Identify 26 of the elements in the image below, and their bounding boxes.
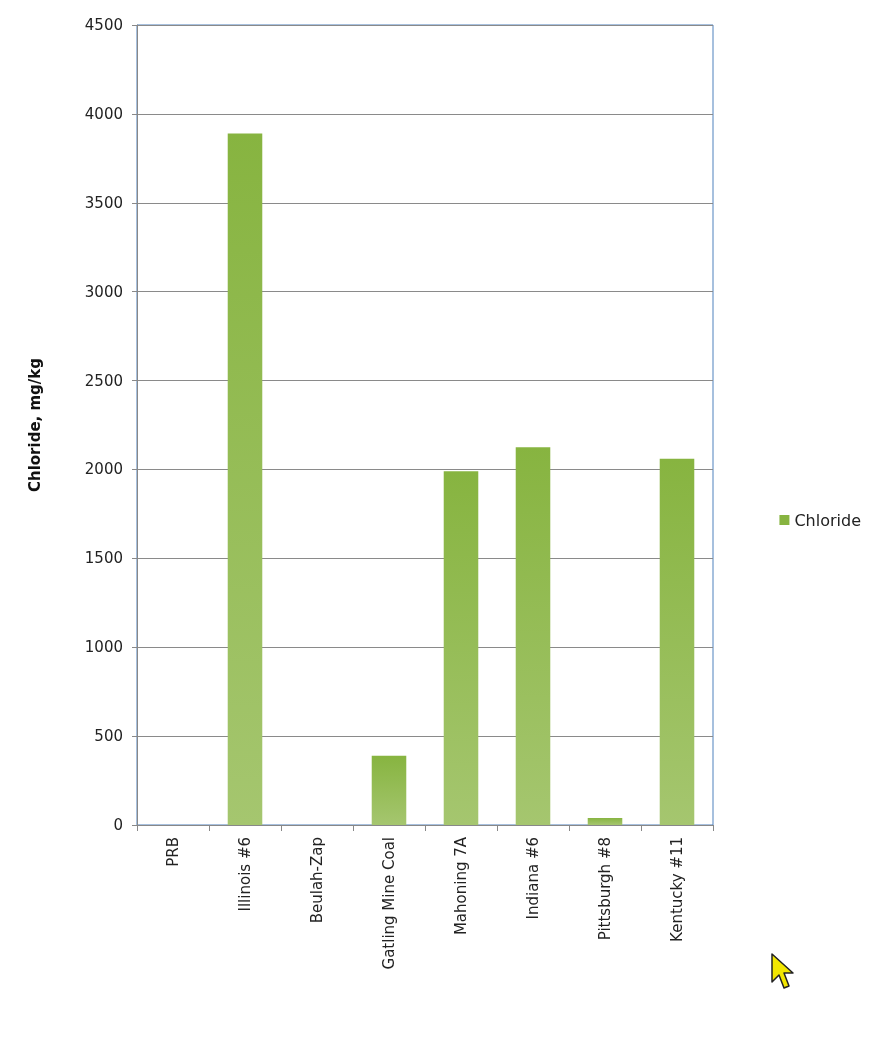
bar xyxy=(227,133,263,825)
y-tick-label: 4000 xyxy=(84,104,123,123)
y-tick-label: 1500 xyxy=(84,549,123,568)
x-tick-label: PRB xyxy=(164,837,182,867)
bar xyxy=(587,817,623,825)
y-tick-label: 1000 xyxy=(84,638,123,657)
x-tick-label: Pittsburgh #8 xyxy=(596,837,614,941)
bar xyxy=(371,755,407,825)
y-tick-label: 3000 xyxy=(84,282,123,301)
y-tick-label: 3500 xyxy=(84,193,123,212)
x-tick-label: Beulah-Zap xyxy=(308,837,326,924)
bar xyxy=(443,471,479,825)
y-tick-label: 2000 xyxy=(84,460,123,479)
y-tick-label: 2500 xyxy=(84,371,123,390)
x-tick-label: Indiana #6 xyxy=(524,837,542,920)
y-tick-label: 0 xyxy=(113,816,123,834)
legend-label: Chloride xyxy=(794,510,862,530)
x-tick-label: Mahoning 7A xyxy=(452,836,470,936)
bar xyxy=(515,447,551,825)
x-tick-label: Gatling Mine Coal xyxy=(380,837,398,970)
x-tick-label: Illinois #6 xyxy=(236,837,254,912)
y-tick-label: 500 xyxy=(94,727,123,746)
y-tick-label: 4500 xyxy=(84,16,123,34)
y-axis-title: Chloride, mg/kg xyxy=(25,357,44,493)
x-tick-label: Kentucky #11 xyxy=(668,837,686,942)
bar xyxy=(659,458,695,825)
